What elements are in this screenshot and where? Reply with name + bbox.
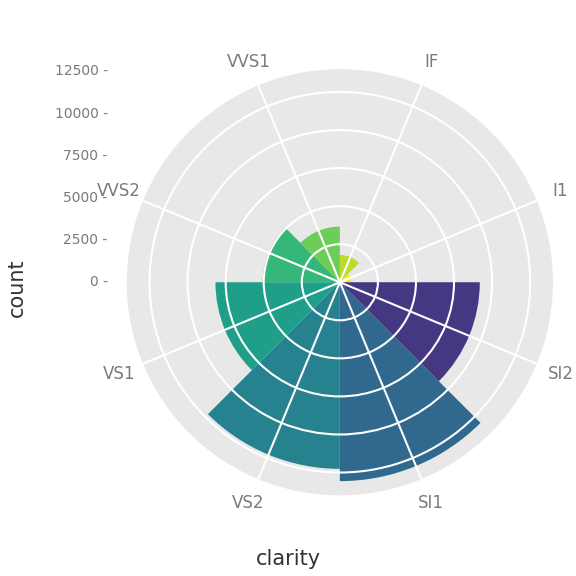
Bar: [340, 274, 351, 282]
Text: 7500 -: 7500 -: [63, 149, 108, 163]
Text: clarity: clarity: [255, 549, 321, 569]
Bar: [208, 282, 340, 469]
Text: 10000 -: 10000 -: [55, 107, 108, 120]
Bar: [301, 226, 340, 282]
Bar: [340, 282, 480, 481]
Bar: [340, 255, 359, 282]
Text: 2500 -: 2500 -: [63, 233, 108, 247]
Bar: [215, 282, 340, 370]
Text: 5000 -: 5000 -: [63, 191, 108, 205]
Text: 12500 -: 12500 -: [55, 65, 108, 78]
Bar: [340, 282, 480, 381]
Text: count: count: [7, 259, 27, 317]
Bar: [263, 228, 340, 282]
Text: 0 -: 0 -: [90, 275, 108, 289]
